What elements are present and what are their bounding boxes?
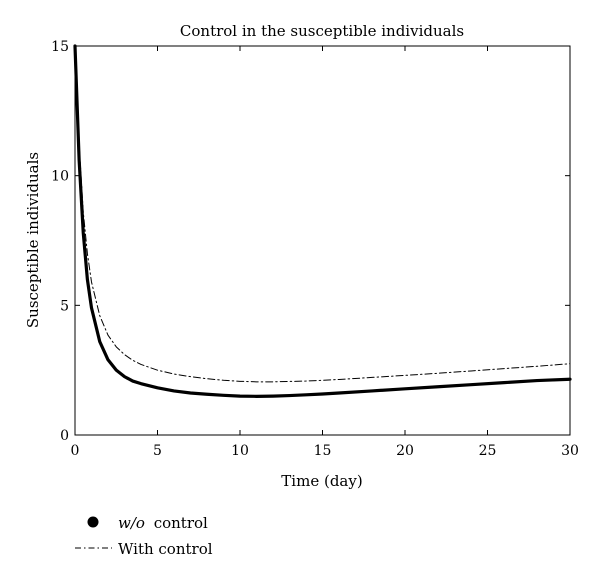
x-tick-label: 0 bbox=[71, 443, 80, 459]
legend-label-wo-italic: w/o bbox=[118, 514, 145, 532]
legend-label-with-control: With control bbox=[118, 540, 213, 558]
x-tick-label: 5 bbox=[153, 443, 162, 459]
x-tick-label: 25 bbox=[479, 443, 497, 459]
x-tick-label: 30 bbox=[561, 443, 579, 459]
y-tick-label: 10 bbox=[51, 169, 69, 185]
y-tick-label: 15 bbox=[51, 39, 69, 55]
series-line-wo-control bbox=[73, 44, 572, 398]
legend: w/o control With control bbox=[75, 514, 213, 558]
y-tick-label: 0 bbox=[60, 428, 69, 444]
axis-ticks: 0 5 10 15 20 25 30 0 5 10 15 bbox=[51, 39, 579, 459]
series-layer bbox=[73, 44, 572, 398]
legend-label-wo-rest: control bbox=[154, 514, 208, 532]
x-tick-label: 15 bbox=[314, 443, 332, 459]
plot-frame bbox=[74, 45, 571, 436]
x-tick-label: 10 bbox=[231, 443, 249, 459]
legend-label-wo-control: w/o control bbox=[118, 514, 208, 532]
chart-title: Control in the susceptible individuals bbox=[180, 22, 464, 40]
x-axis-label: Time (day) bbox=[281, 472, 362, 490]
y-axis-label: Susceptible individuals bbox=[24, 152, 42, 328]
x-tick-label: 20 bbox=[396, 443, 414, 459]
y-tick-label: 5 bbox=[60, 298, 69, 314]
series-line-with-control bbox=[74, 45, 571, 383]
legend-marker-wo-control bbox=[87, 516, 99, 528]
